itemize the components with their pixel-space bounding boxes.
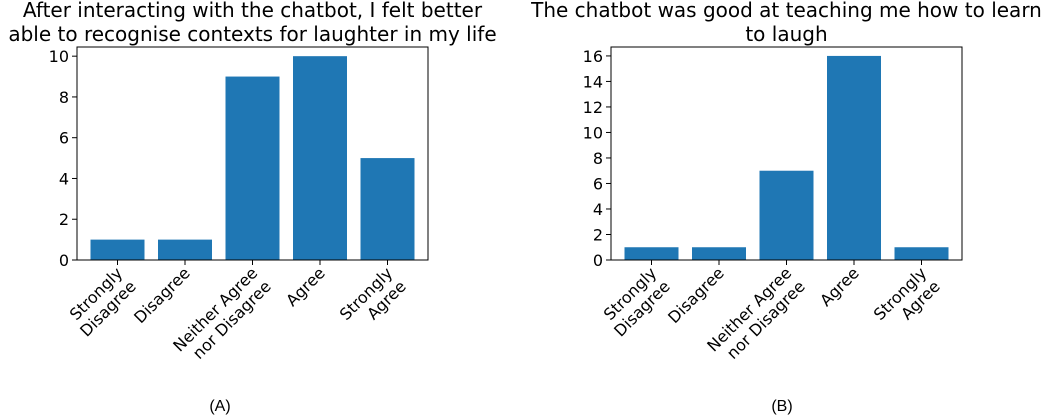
chart-title: The chatbot was good at teaching me how … — [530, 0, 1042, 46]
bar — [759, 170, 814, 260]
bar — [158, 239, 212, 260]
x-tick-label: Agree — [816, 263, 863, 310]
y-tick-label: 2 — [593, 225, 603, 244]
x-tick-label: Agree — [282, 263, 329, 310]
caption: (A) — [209, 398, 230, 415]
caption: (B) — [771, 398, 792, 415]
x-tick-label: StronglyAgree — [336, 263, 410, 337]
bar — [225, 76, 280, 260]
y-tick-label: 6 — [59, 129, 69, 148]
chart-title: After interacting with the chatbot, I fe… — [8, 0, 496, 46]
x-tick-label: StronglyAgree — [870, 263, 944, 337]
bar — [827, 55, 881, 260]
y-tick-label: 10 — [583, 123, 603, 142]
y-tick-label: 4 — [59, 169, 69, 188]
y-tick-label: 8 — [593, 149, 603, 168]
bar — [624, 247, 679, 260]
y-tick-label: 10 — [49, 47, 69, 66]
bar — [90, 239, 145, 260]
plot-frame — [76, 46, 429, 261]
x-tick-label: Disagree — [664, 263, 728, 327]
y-tick-label: 0 — [59, 251, 69, 270]
bar — [894, 247, 949, 260]
x-tick-label: StronglyDisagree — [63, 263, 140, 340]
y-tick-label: 14 — [583, 72, 603, 91]
y-tick-label: 2 — [59, 210, 69, 229]
bar — [360, 158, 415, 260]
y-tick-label: 4 — [593, 200, 603, 219]
bar — [293, 56, 347, 261]
y-tick-label: 6 — [593, 174, 603, 193]
y-tick-label: 0 — [593, 251, 603, 270]
y-tick-label: 8 — [59, 88, 69, 107]
x-tick-label: Disagree — [130, 263, 194, 327]
x-tick-label: StronglyDisagree — [597, 263, 674, 340]
y-tick-label: 12 — [583, 98, 603, 117]
plot-frame — [610, 46, 963, 261]
y-tick-label: 16 — [583, 47, 603, 66]
bar — [692, 247, 746, 260]
